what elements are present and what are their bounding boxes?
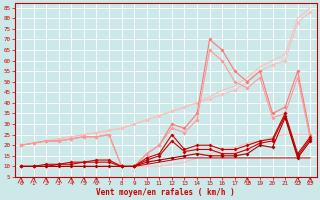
X-axis label: Vent moyen/en rafales ( km/h ): Vent moyen/en rafales ( km/h ): [96, 188, 235, 197]
